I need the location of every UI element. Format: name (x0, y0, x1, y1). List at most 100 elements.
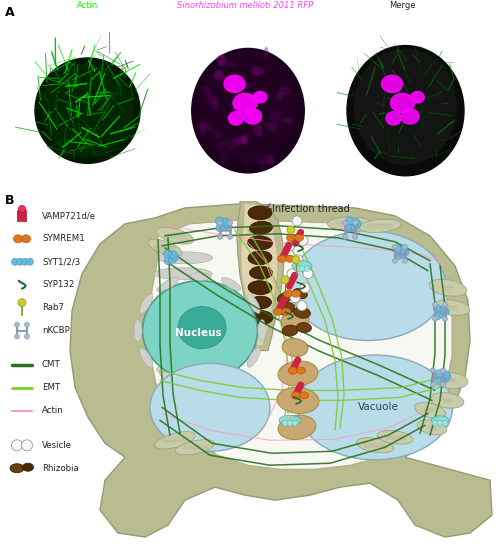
Circle shape (303, 269, 313, 279)
Ellipse shape (154, 347, 212, 360)
Ellipse shape (282, 90, 288, 100)
Ellipse shape (213, 130, 221, 138)
Ellipse shape (282, 119, 292, 123)
Circle shape (218, 234, 222, 239)
FancyArrowPatch shape (289, 275, 295, 286)
Ellipse shape (278, 361, 318, 386)
Circle shape (352, 218, 360, 226)
Circle shape (436, 370, 444, 377)
Circle shape (170, 251, 177, 259)
Text: Vesicle: Vesicle (42, 441, 72, 450)
Ellipse shape (266, 123, 277, 129)
Ellipse shape (254, 69, 260, 75)
Ellipse shape (282, 339, 308, 357)
Ellipse shape (213, 100, 218, 109)
Ellipse shape (142, 281, 258, 380)
Ellipse shape (217, 56, 224, 64)
Ellipse shape (328, 217, 372, 231)
Ellipse shape (254, 92, 267, 103)
Circle shape (436, 376, 444, 385)
Ellipse shape (240, 82, 247, 89)
Ellipse shape (248, 281, 272, 295)
Ellipse shape (156, 228, 194, 244)
Ellipse shape (10, 464, 24, 473)
Ellipse shape (35, 58, 140, 163)
Circle shape (216, 224, 224, 232)
Ellipse shape (276, 93, 281, 99)
Ellipse shape (274, 127, 276, 133)
Ellipse shape (278, 255, 286, 263)
Circle shape (171, 253, 179, 261)
Ellipse shape (148, 239, 182, 256)
Ellipse shape (434, 300, 470, 315)
Polygon shape (241, 204, 278, 346)
Circle shape (287, 226, 295, 234)
Circle shape (442, 371, 450, 379)
Ellipse shape (292, 261, 312, 271)
Ellipse shape (242, 136, 246, 143)
Text: Infection thread: Infection thread (272, 204, 350, 214)
Circle shape (14, 322, 20, 327)
Ellipse shape (264, 47, 268, 57)
Ellipse shape (252, 67, 264, 75)
Text: Vacuole: Vacuole (358, 402, 399, 412)
Ellipse shape (390, 93, 414, 113)
Circle shape (24, 334, 29, 339)
Circle shape (401, 248, 409, 256)
Ellipse shape (178, 307, 226, 349)
Ellipse shape (300, 392, 308, 399)
Ellipse shape (222, 371, 240, 384)
Ellipse shape (156, 300, 212, 311)
Ellipse shape (277, 387, 319, 413)
Polygon shape (150, 220, 452, 469)
Circle shape (164, 257, 172, 265)
Ellipse shape (411, 92, 424, 103)
Circle shape (282, 420, 288, 426)
Ellipse shape (22, 463, 34, 471)
Circle shape (299, 266, 305, 272)
Circle shape (392, 244, 398, 249)
Ellipse shape (242, 134, 248, 144)
Ellipse shape (258, 92, 268, 97)
Circle shape (432, 420, 438, 426)
Ellipse shape (274, 308, 282, 315)
Ellipse shape (220, 154, 227, 162)
Title: Merge: Merge (389, 1, 416, 11)
Ellipse shape (189, 380, 211, 388)
Circle shape (440, 368, 446, 373)
Circle shape (220, 223, 228, 230)
Ellipse shape (240, 83, 252, 88)
Circle shape (228, 220, 232, 225)
Ellipse shape (414, 402, 446, 418)
Ellipse shape (288, 367, 298, 374)
Circle shape (304, 266, 310, 272)
Polygon shape (237, 201, 284, 351)
Ellipse shape (254, 159, 262, 164)
Ellipse shape (356, 438, 394, 453)
Ellipse shape (386, 112, 401, 125)
Ellipse shape (244, 159, 250, 164)
Circle shape (342, 220, 347, 225)
Ellipse shape (244, 109, 262, 124)
Circle shape (223, 220, 231, 228)
Text: SYP132: SYP132 (42, 280, 74, 289)
Ellipse shape (294, 234, 304, 241)
Circle shape (290, 292, 300, 302)
Circle shape (438, 310, 446, 318)
Circle shape (346, 217, 354, 225)
Circle shape (437, 420, 443, 426)
Text: Rhizobia: Rhizobia (42, 464, 79, 473)
FancyArrowPatch shape (279, 298, 285, 309)
Ellipse shape (268, 156, 273, 164)
Circle shape (400, 246, 407, 254)
Ellipse shape (228, 63, 237, 67)
Text: B: B (5, 194, 15, 207)
Ellipse shape (279, 415, 301, 425)
Ellipse shape (150, 364, 270, 451)
Circle shape (12, 440, 22, 451)
Circle shape (434, 311, 442, 320)
Ellipse shape (158, 252, 212, 264)
Ellipse shape (233, 142, 241, 145)
Circle shape (443, 372, 451, 381)
Ellipse shape (296, 367, 306, 374)
